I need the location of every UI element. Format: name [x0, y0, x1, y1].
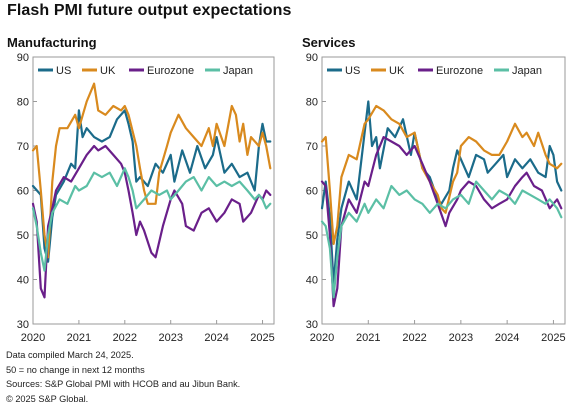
manufacturing-x-tick-label: 2025	[250, 332, 274, 344]
chart-title: Flash PMI future output expectations	[7, 2, 292, 19]
manufacturing-legend-label-uk: UK	[100, 65, 116, 77]
services-series-eurozone	[320, 136, 563, 308]
services-x-tick-label: 2022	[402, 332, 426, 344]
manufacturing-y-tick-label: 70	[17, 141, 29, 153]
manufacturing-y-tick-label: 90	[17, 52, 29, 64]
note-definition: 50 = no change in next 12 months	[6, 364, 145, 375]
manufacturing-y-tick-label: 50	[17, 230, 29, 242]
services-series-japan	[320, 180, 563, 299]
manufacturing-series-uk	[31, 82, 272, 259]
services-x-tick-label: 2024	[495, 332, 519, 344]
services-legend-label-eurozone: Eurozone	[436, 65, 483, 77]
manufacturing-y-tick-label: 60	[17, 186, 29, 198]
services-legend-label-uk: UK	[389, 65, 405, 77]
panel-title-services: Services	[302, 35, 356, 50]
panel-title-manufacturing: Manufacturing	[7, 35, 97, 50]
manufacturing-x-tick-label: 2020	[21, 332, 45, 344]
manufacturing-x-tick-label: 2021	[67, 332, 91, 344]
manufacturing-y-tick-label: 30	[17, 319, 29, 331]
manufacturing-series-japan	[31, 167, 272, 272]
manufacturing-x-tick-label: 2022	[113, 332, 137, 344]
services-y-tick-label: 30	[306, 319, 318, 331]
manufacturing-y-tick-label: 40	[17, 275, 29, 287]
manufacturing-y-tick-label: 80	[17, 97, 29, 109]
manufacturing-x-tick-label: 2023	[158, 332, 182, 344]
services-x-tick-label: 2025	[541, 332, 565, 344]
services-x-tick-label: 2021	[356, 332, 380, 344]
manufacturing-legend-label-us: US	[56, 65, 71, 77]
manufacturing-legend-label-eurozone: Eurozone	[147, 65, 194, 77]
manufacturing-legend-label-japan: Japan	[223, 65, 253, 77]
services-series-uk	[320, 104, 563, 245]
services-y-tick-label: 60	[306, 186, 318, 198]
note-sources: Sources: S&P Global PMI with HCOB and au…	[6, 379, 241, 389]
services-x-tick-label: 2023	[449, 332, 473, 344]
services-y-tick-label: 40	[306, 275, 318, 287]
services-y-tick-label: 50	[306, 230, 318, 242]
services-y-tick-label: 70	[306, 141, 318, 153]
services-legend-label-japan: Japan	[512, 65, 542, 77]
manufacturing-series-us	[31, 109, 272, 263]
source-notes: Data compiled March 24, 2025. 50 = no ch…	[6, 348, 240, 406]
note-date: Data compiled March 24, 2025.	[6, 350, 134, 360]
services-x-tick-label: 2020	[310, 332, 334, 344]
manufacturing-series-eurozone	[31, 144, 272, 299]
note-copyright: © 2025 S&P Global.	[6, 393, 89, 404]
manufacturing-x-tick-label: 2024	[204, 332, 228, 344]
services-y-tick-label: 80	[306, 97, 318, 109]
services-y-tick-label: 90	[306, 52, 318, 64]
services-legend-label-us: US	[345, 65, 360, 77]
